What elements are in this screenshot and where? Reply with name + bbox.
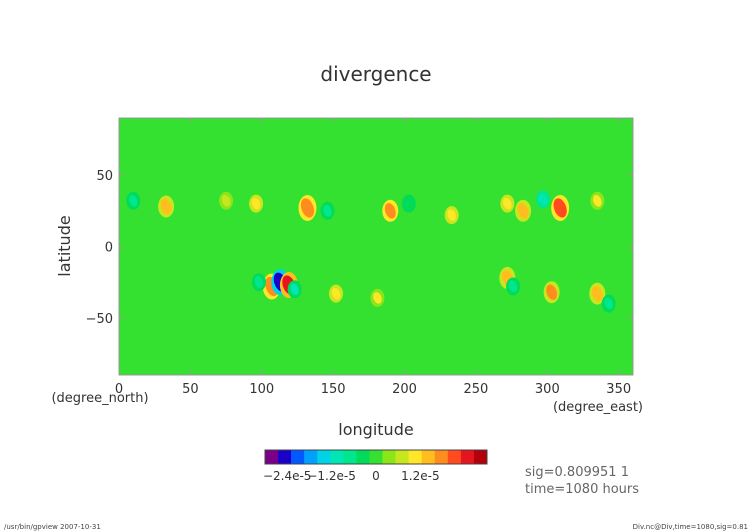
colorbar-swatch bbox=[304, 450, 318, 464]
x-axis: 0 50 100 150 200 250 300 350 bbox=[115, 118, 631, 397]
time-info: time=1080 hours bbox=[525, 482, 639, 497]
y-unit-label: (degree_north) bbox=[51, 391, 148, 406]
field-feature bbox=[553, 198, 567, 218]
chart-title: divergence bbox=[320, 62, 431, 86]
colorbar-swatch bbox=[291, 450, 305, 464]
colorbar-swatch bbox=[278, 450, 292, 464]
colorbar-swatch bbox=[369, 450, 383, 464]
plot-background bbox=[119, 118, 633, 375]
x-tick-label: 50 bbox=[182, 382, 199, 397]
colorbar-frame bbox=[264, 449, 488, 465]
y-tick-label: 0 bbox=[105, 241, 113, 256]
x-tick-label: 100 bbox=[249, 382, 274, 397]
divergence-field bbox=[126, 190, 616, 313]
y-axis-label: latitude bbox=[55, 215, 74, 276]
field-feature bbox=[323, 205, 332, 217]
field-feature bbox=[546, 284, 558, 300]
colorbar-swatch bbox=[473, 450, 488, 464]
field-feature bbox=[373, 292, 382, 304]
x-axis-label: longitude bbox=[338, 420, 413, 439]
field-feature bbox=[503, 197, 512, 210]
y-tick-label: 50 bbox=[96, 169, 113, 184]
colorbar-swatch bbox=[356, 450, 370, 464]
field-feature bbox=[508, 280, 518, 293]
colorbar-tick-label: −1.2e-5 bbox=[307, 469, 356, 483]
x-tick-label: 250 bbox=[464, 382, 489, 397]
colorbar-swatch bbox=[330, 450, 344, 464]
field-feature bbox=[604, 297, 614, 310]
footer-right: Div.nc@Div,time=1080,sig=0.81 bbox=[633, 523, 748, 531]
colorbar-swatch bbox=[434, 450, 449, 464]
field-feature bbox=[331, 287, 341, 300]
y-tick-label: −50 bbox=[86, 312, 113, 327]
y-axis: 50 0 −50 bbox=[86, 169, 633, 327]
field-feature bbox=[300, 198, 315, 218]
plot-area bbox=[118, 117, 634, 376]
colorbar-swatch bbox=[447, 450, 462, 464]
field-feature bbox=[591, 285, 603, 302]
colorbar-swatch bbox=[343, 450, 357, 464]
field-feature bbox=[593, 195, 602, 207]
colorbar-swatch bbox=[265, 450, 279, 464]
field-feature bbox=[404, 197, 414, 210]
x-tick-label: 350 bbox=[606, 382, 631, 397]
field-feature bbox=[160, 198, 172, 215]
field-feature bbox=[447, 209, 456, 221]
field-feature bbox=[128, 195, 138, 207]
field-feature bbox=[290, 283, 299, 296]
colorbar-tick-label: 0 bbox=[372, 469, 380, 483]
x-tick-label: 300 bbox=[535, 382, 560, 397]
colorbar-swatch bbox=[460, 450, 475, 464]
x-unit-label: (degree_east) bbox=[553, 400, 643, 415]
colorbar-swatch bbox=[408, 450, 423, 464]
colorbar-tick-label: −2.4e-5 bbox=[263, 469, 312, 483]
x-tick-label: 150 bbox=[321, 382, 346, 397]
footer-left: /usr/bin/gpview 2007-10-31 bbox=[4, 523, 101, 531]
colorbar-swatch bbox=[421, 450, 436, 464]
field-feature bbox=[251, 197, 261, 210]
field-feature bbox=[517, 203, 529, 219]
colorbar-swatch bbox=[317, 450, 331, 464]
field-feature bbox=[254, 276, 264, 288]
sig-info: sig=0.809951 1 bbox=[525, 465, 629, 480]
field-feature bbox=[384, 203, 396, 219]
colorbar-tick-label: 1.2e-5 bbox=[401, 469, 439, 483]
colorbar-swatch bbox=[395, 450, 409, 464]
field-feature bbox=[221, 195, 231, 207]
field-feature bbox=[538, 193, 548, 206]
x-tick-label: 200 bbox=[392, 382, 417, 397]
colorbar: −2.4e-5−1.2e-5 0 1.2e-5 bbox=[263, 449, 488, 483]
x-tick-label: 0 bbox=[115, 382, 123, 397]
colorbar-swatch bbox=[382, 450, 396, 464]
